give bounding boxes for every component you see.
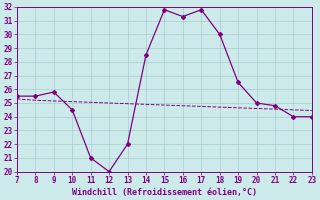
X-axis label: Windchill (Refroidissement éolien,°C): Windchill (Refroidissement éolien,°C)	[72, 188, 257, 197]
